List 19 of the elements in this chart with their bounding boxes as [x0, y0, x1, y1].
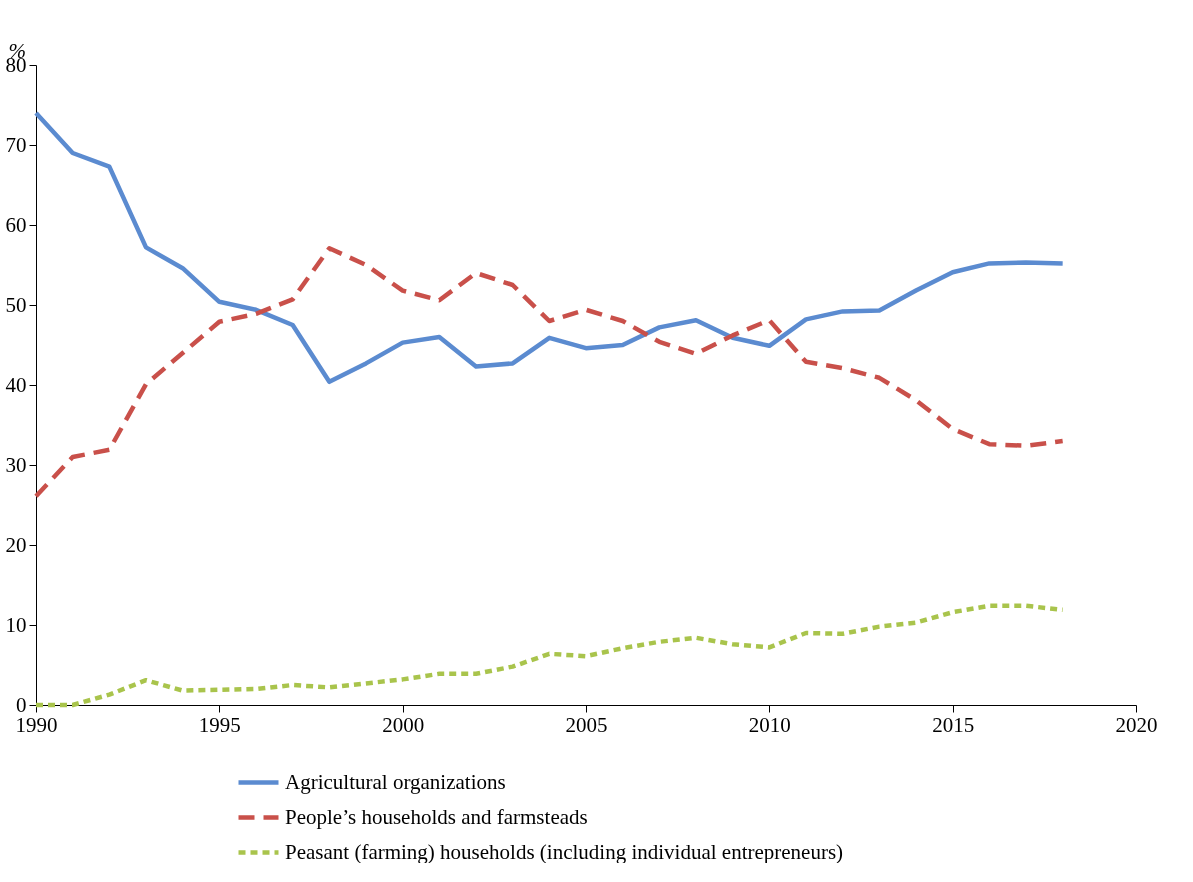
line-series [33, 603, 1065, 708]
x-tick-label: 2005 [565, 712, 608, 737]
line-series [33, 110, 1065, 385]
x-tick-label: 1995 [198, 712, 241, 737]
x-tick-label: 2020 [1115, 712, 1158, 737]
y-tick-label: 60 [5, 212, 27, 237]
y-tick-label: 10 [5, 612, 27, 637]
y-tick-label: 30 [5, 452, 27, 477]
y-tick-label: 40 [5, 372, 27, 397]
y-tick-label: 70 [5, 132, 27, 157]
x-tick-label: 2010 [748, 712, 791, 737]
x-tick-label: 2000 [382, 712, 425, 737]
legend-label: Agricultural organizations [285, 769, 506, 794]
line-series [33, 245, 1065, 499]
legend-label: Peasant (farming) households (including individual entrepreneurs) [285, 839, 844, 864]
y-tick-label: 20 [5, 532, 27, 557]
y-tick-label: 50 [5, 292, 27, 317]
legend-label: People’s households and farmsteads [285, 804, 588, 829]
x-tick-label: 2015 [932, 712, 975, 737]
